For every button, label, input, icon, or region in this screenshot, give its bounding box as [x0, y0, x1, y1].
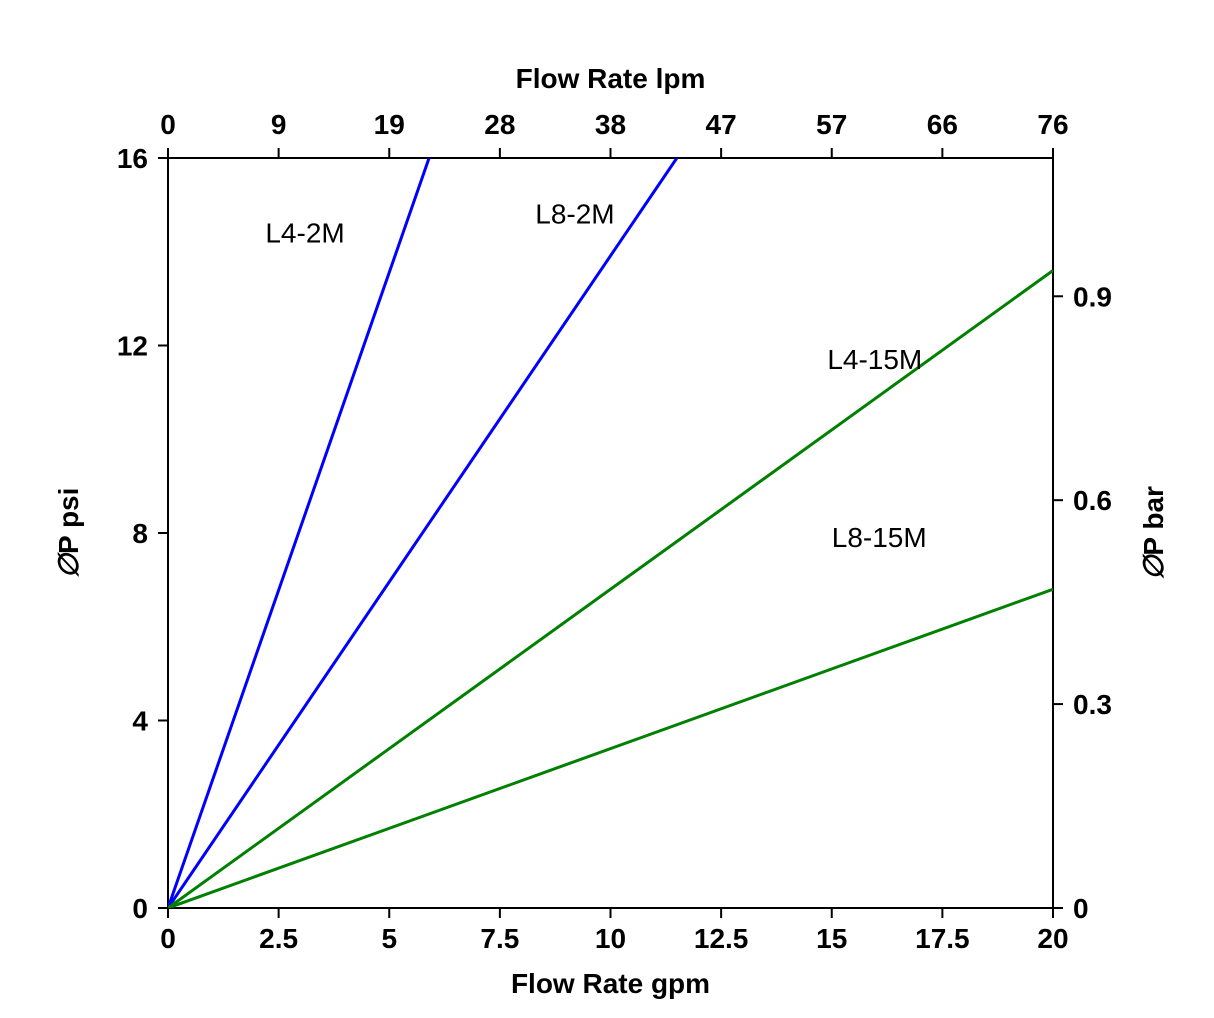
y-right-tick-label: 0.3	[1073, 689, 1112, 720]
x-top-tick-label: 47	[706, 109, 737, 140]
x-bottom-tick-label: 12.5	[694, 923, 749, 954]
series-label-L8-2M: L8-2M	[535, 199, 614, 230]
series-label-L8-15M: L8-15M	[832, 522, 927, 553]
x-bottom-tick-label: 7.5	[480, 923, 519, 954]
x-bottom-tick-label: 2.5	[259, 923, 298, 954]
x-top-tick-label: 28	[484, 109, 515, 140]
x-top-tick-label: 9	[271, 109, 287, 140]
y-right-tick-label: 0.9	[1073, 281, 1112, 312]
x-top-tick-label: 0	[160, 109, 176, 140]
y-left-tick-label: 8	[132, 518, 148, 549]
x-top-tick-label: 38	[595, 109, 626, 140]
series-line-L8-2M	[168, 158, 677, 908]
x-top-tick-label: 57	[816, 109, 847, 140]
x-bottom-tick-label: 17.5	[915, 923, 970, 954]
y-left-tick-label: 12	[117, 331, 148, 362]
x-top-tick-label: 66	[927, 109, 958, 140]
x-bottom-axis-label: Flow Rate gpm	[511, 968, 710, 999]
series-label-L4-15M: L4-15M	[827, 344, 922, 375]
series-label-L4-2M: L4-2M	[265, 217, 344, 248]
series-line-L8-15M	[168, 589, 1053, 908]
y-left-tick-label: 0	[132, 893, 148, 924]
y-right-tick-label: 0	[1073, 893, 1089, 924]
y-left-tick-label: 16	[117, 143, 148, 174]
x-bottom-tick-label: 0	[160, 923, 176, 954]
pressure-flow-chart: L4-2M L8-2M L4-15M L8-15M 0 2.5 5 7.5 10 12.5 15 17…	[0, 0, 1214, 1018]
y-right-tick-label: 0.6	[1073, 485, 1112, 516]
y-right-axis-label: ∅P bar	[1138, 486, 1169, 580]
x-bottom-tick-label: 20	[1037, 923, 1068, 954]
y-left-axis-label: ∅P psi	[53, 488, 84, 579]
x-bottom-tick-label: 5	[381, 923, 397, 954]
x-top-tick-label: 76	[1037, 109, 1068, 140]
series-line-L4-2M	[168, 158, 429, 908]
x-top-tick-label: 19	[374, 109, 405, 140]
y-left-tick-label: 4	[132, 706, 148, 737]
x-bottom-tick-label: 15	[816, 923, 847, 954]
chart-svg: L4-2M L8-2M L4-15M L8-15M 0 2.5 5 7.5 10 12.5 15 17…	[0, 0, 1214, 1018]
x-bottom-tick-label: 10	[595, 923, 626, 954]
x-top-axis-label: Flow Rate lpm	[516, 63, 706, 94]
